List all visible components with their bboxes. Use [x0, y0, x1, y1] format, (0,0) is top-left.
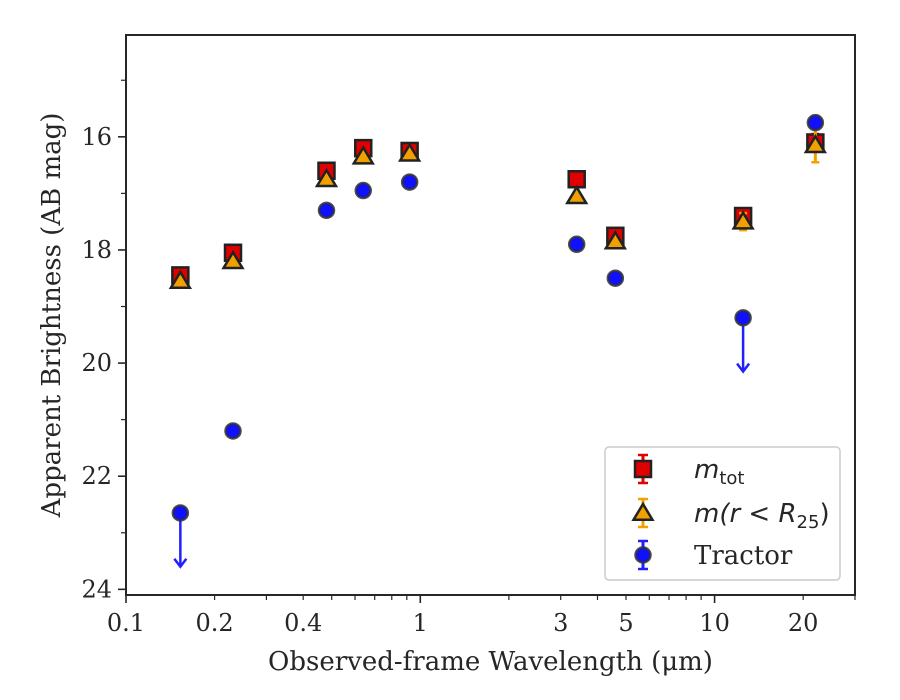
data-layer: [168, 113, 828, 569]
data-point: [354, 181, 373, 200]
x-tick-label: 0.2: [196, 609, 234, 637]
y-tick-label: 22: [81, 462, 112, 490]
x-tick-label: 3: [553, 609, 568, 637]
legend-box: [604, 446, 841, 581]
legend-label: m(r < R25): [694, 499, 830, 533]
y-tick-label: 18: [81, 236, 112, 264]
y-tick-label: 16: [81, 123, 112, 151]
upper-limit-arrowhead: [736, 362, 751, 374]
data-point: [806, 113, 825, 132]
data-point: [168, 269, 193, 290]
data-point: [317, 201, 336, 220]
data-point: [603, 230, 627, 250]
tick-labels-layer: 0.1 0.2 0.4 1 3 5 10 20 16 18 20 22 24: [81, 123, 818, 637]
data-point: [314, 167, 339, 188]
x-tick-label: 5: [618, 609, 633, 637]
upper-limit-arrowhead: [173, 557, 188, 569]
x-tick-label: 0.1: [107, 609, 145, 637]
x-tick-label: 20: [788, 609, 819, 637]
data-point: [351, 145, 375, 165]
x-axis-title: Observed-frame Wavelength (μm): [268, 647, 713, 677]
legend: mtot m(r < R25) Tractor: [604, 446, 841, 581]
legend-marker: [633, 459, 653, 479]
data-point: [565, 184, 589, 205]
data-point: [400, 173, 419, 191]
data-point: [606, 269, 625, 287]
data-point: [397, 142, 422, 162]
y-tick-label: 20: [81, 349, 112, 377]
data-point: [221, 249, 245, 270]
legend-label: mtot: [694, 455, 744, 489]
x-tick-label: 1: [413, 609, 428, 637]
data-point: [734, 309, 752, 327]
data-point: [803, 133, 828, 154]
data-point: [171, 504, 190, 522]
plot-frame: [125, 34, 856, 596]
y-axis-title: Apparent Brightness (AB mag): [37, 113, 67, 519]
legend-label: Tractor: [694, 541, 793, 571]
y-tick-label: 24: [81, 575, 112, 603]
x-tick-label: 10: [699, 609, 730, 637]
data-point: [731, 210, 755, 230]
data-point: [224, 422, 242, 440]
data-point: [567, 235, 586, 254]
x-tick-label: 0.4: [284, 609, 322, 637]
legend-marker: [631, 501, 655, 521]
legend-marker: [634, 546, 652, 564]
